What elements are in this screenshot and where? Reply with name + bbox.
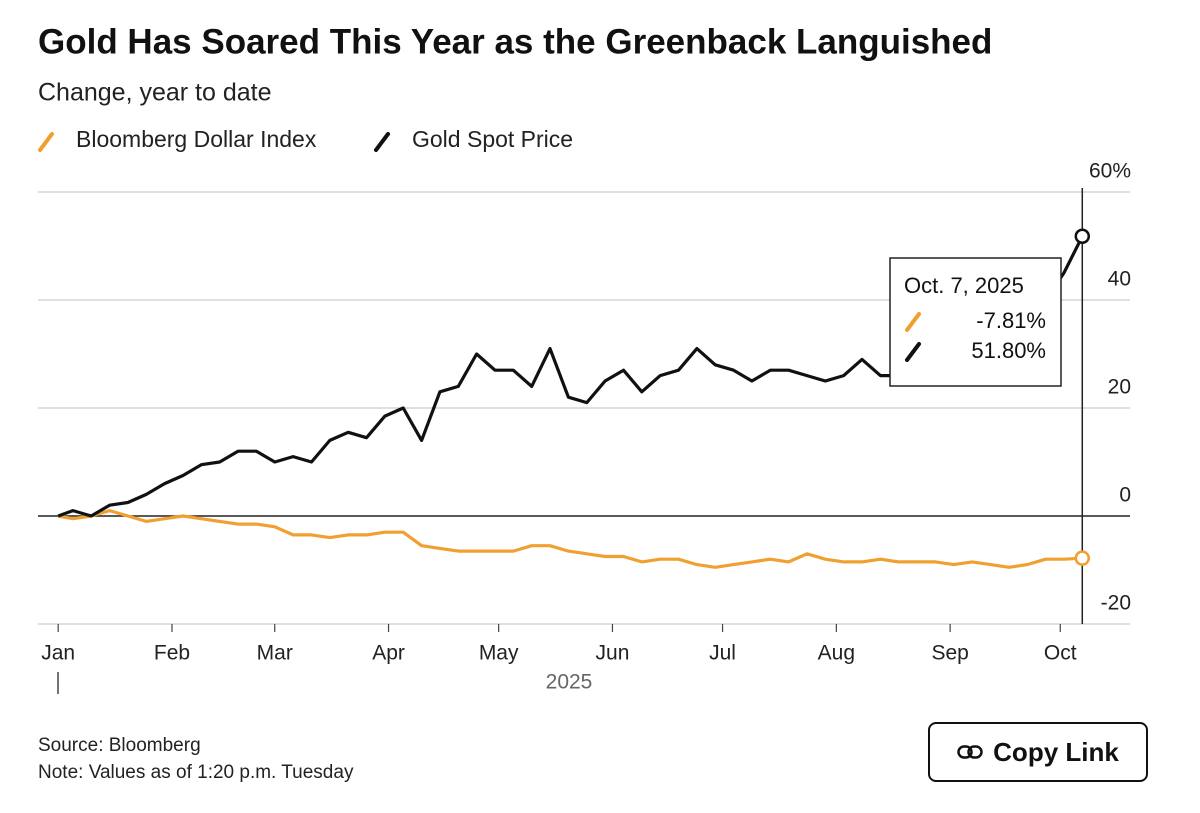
tooltip-value: 51.80%	[971, 338, 1046, 363]
tooltip-title: Oct. 7, 2025	[904, 273, 1024, 298]
y-tick-label: 40	[1108, 268, 1131, 291]
legend-label: Gold Spot Price	[412, 126, 573, 152]
note: Note: Values as of 1:20 p.m. Tuesday	[38, 762, 354, 783]
link-icon	[957, 745, 983, 759]
y-tick-label: 20	[1108, 376, 1131, 399]
x-tick-label: Mar	[257, 642, 293, 665]
legend-swatch	[374, 132, 390, 152]
x-tick-label: Jan	[41, 642, 75, 665]
y-tick-label: -20	[1101, 592, 1131, 615]
copy-link-button[interactable]: Copy Link	[928, 722, 1148, 782]
x-tick-label: May	[479, 642, 519, 665]
source: Source: Bloomberg	[38, 735, 201, 756]
tooltip-box	[889, 257, 1062, 387]
series-line	[57, 509, 1083, 569]
x-tick-label: Jul	[709, 642, 736, 665]
tooltip-swatch	[905, 342, 921, 362]
end-marker	[1074, 228, 1091, 245]
x-axis-label: 2025	[546, 671, 593, 694]
x-tick-label: Aug	[818, 642, 855, 665]
x-tick-label: Oct	[1044, 642, 1077, 665]
tooltip-value: -7.81%	[976, 308, 1046, 333]
copy-link-label: Copy Link	[993, 736, 1119, 767]
x-tick-label: Feb	[154, 642, 190, 665]
chart-subtitle: Change, year to date	[38, 79, 272, 107]
y-tick-label: 0	[1119, 484, 1131, 507]
legend-label: Bloomberg Dollar Index	[76, 126, 317, 152]
y-tick-label: 60%	[1089, 160, 1131, 183]
legend-swatch	[38, 132, 54, 152]
end-marker	[1074, 550, 1091, 566]
chart-title: Gold Has Soared This Year as the Greenba…	[38, 22, 992, 61]
x-tick-label: Sep	[931, 642, 968, 665]
tooltip-swatch	[905, 312, 921, 332]
x-tick-label: Apr	[372, 642, 405, 665]
x-tick-label: Jun	[596, 642, 630, 665]
